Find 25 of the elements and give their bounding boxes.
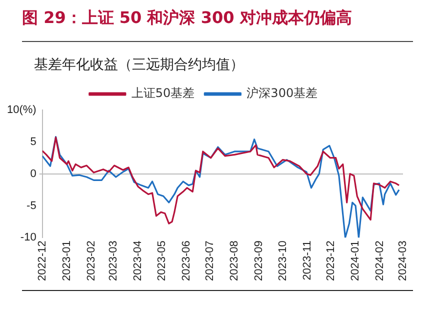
x-tick-label: 2024-01	[350, 240, 362, 282]
y-tick-label: 0	[30, 168, 36, 180]
x-tick-label: 2022-12	[36, 240, 48, 282]
legend-label: 上证50基差	[131, 86, 195, 100]
x-tick-label: 2023-01	[60, 240, 73, 282]
x-tick-label: 2023-08	[228, 240, 241, 282]
legend-label: 沪深300基差	[246, 86, 318, 100]
x-tick-label: 2024-03	[397, 240, 410, 282]
y-tick-label: 5	[30, 136, 36, 148]
x-tick-label: 2023-05	[156, 240, 168, 282]
chart-title: 图 29：上证 50 和沪深 300 对冲成本仍偏高	[22, 8, 352, 29]
x-tick-label: 2023-11	[301, 240, 314, 280]
chart-subtitle: 基差年化收益（三远期合约均值）	[34, 56, 244, 74]
x-tick-label: 2023-03	[108, 240, 120, 282]
x-tick-label: 2023-06	[180, 240, 192, 282]
x-tick-label: 2023-09	[253, 240, 266, 282]
x-tick-label: 2023-10	[276, 240, 289, 282]
x-tick-label: 2023-07	[204, 240, 216, 282]
x-tick-label: 2023-12	[325, 240, 338, 282]
x-tick-label: 2024-02	[374, 240, 386, 282]
x-tick-label: 2023-04	[132, 240, 144, 282]
y-tick-label: -5	[26, 200, 36, 212]
y-tick-label: -10	[20, 232, 36, 244]
y-tick-label: 10(%)	[7, 104, 36, 116]
x-tick-label: 2023-02	[85, 240, 98, 282]
